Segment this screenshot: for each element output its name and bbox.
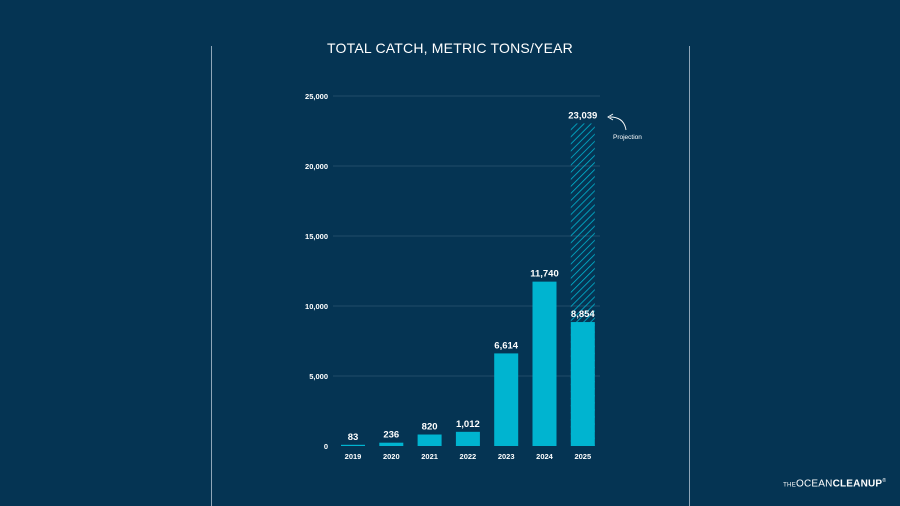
- bar-value-label: 820: [422, 422, 438, 433]
- x-tick-label: 2021: [421, 452, 438, 461]
- bar: [532, 281, 557, 446]
- y-tick-label: 25,000: [305, 92, 328, 101]
- x-tick-label: 2023: [498, 452, 515, 461]
- bar: [417, 434, 442, 446]
- y-tick-label: 5,000: [309, 372, 328, 381]
- logo-the: THE: [783, 482, 796, 489]
- y-tick-label: 20,000: [305, 162, 328, 171]
- x-tick-label: 2024: [536, 452, 554, 461]
- x-tick-label: 2020: [383, 452, 400, 461]
- x-tick-label: 2022: [460, 452, 477, 461]
- projection-annotation: Projection: [613, 134, 642, 141]
- bar-value-label: 1,012: [456, 419, 480, 430]
- logo-ocean: OCEAN: [796, 478, 833, 490]
- bar: [455, 431, 480, 446]
- bar: [379, 442, 404, 446]
- logo-cleanup: CLEANUP: [832, 478, 883, 490]
- y-tick-label: 15,000: [305, 232, 328, 241]
- x-tick-label: 2019: [345, 452, 362, 461]
- y-tick-label: 0: [324, 442, 328, 451]
- projection-arrow: [609, 116, 627, 131]
- y-tick-label: 10,000: [305, 302, 328, 311]
- logo-mark: ®: [882, 478, 886, 484]
- frame-right-line: [689, 46, 690, 506]
- bar-value-label: 236: [383, 430, 399, 441]
- bar-value-label: 6,614: [494, 340, 518, 351]
- ocean-cleanup-logo: THEOCEANCLEANUP®: [783, 478, 886, 489]
- bar-value-label: 8,854: [571, 309, 595, 320]
- bar-value-label: 83: [348, 432, 359, 443]
- bar: [341, 444, 365, 446]
- frame-left-line: [211, 46, 212, 506]
- chart-title: TOTAL CATCH, METRIC TONS/YEAR: [327, 40, 573, 56]
- bar: [570, 322, 595, 446]
- projection-value-label: 23,039: [568, 110, 597, 121]
- projection-arrow-head: [607, 113, 614, 121]
- bar-value-label: 11,740: [530, 269, 559, 280]
- bar: [494, 353, 519, 446]
- x-tick-label: 2025: [574, 452, 591, 461]
